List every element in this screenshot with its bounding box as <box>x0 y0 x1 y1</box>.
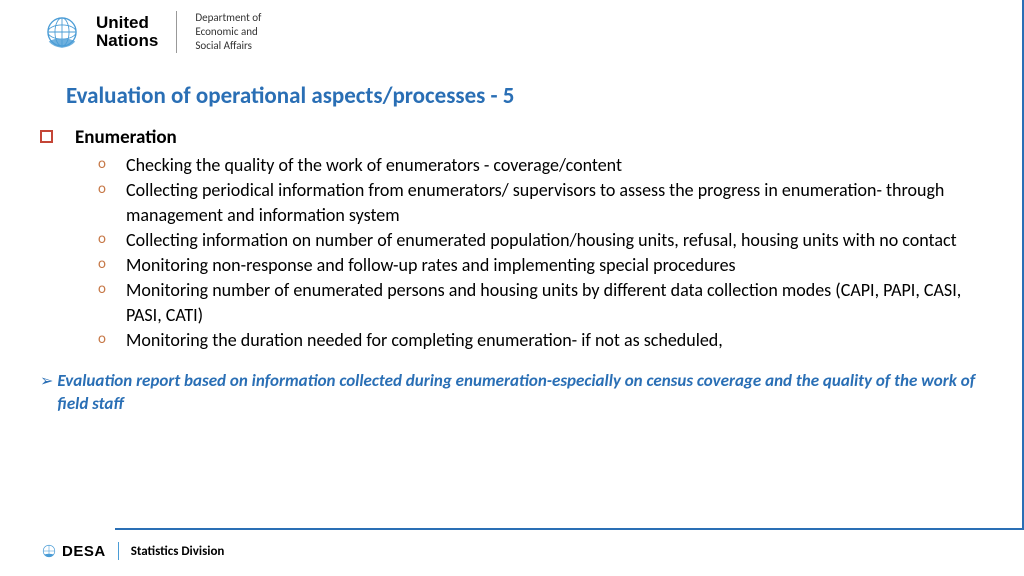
item-text: Monitoring the duration needed for compl… <box>126 328 723 352</box>
main-label: Enumeration <box>75 126 177 149</box>
list-item: o Monitoring the duration needed for com… <box>98 328 984 352</box>
arrow-bullet-icon: ➢ <box>40 371 53 391</box>
note-row: ➢ Evaluation report based on information… <box>40 370 984 416</box>
note-text: Evaluation report based on information c… <box>57 370 984 416</box>
circle-bullet-icon: o <box>98 230 110 248</box>
list-item: o Collecting periodical information from… <box>98 178 984 227</box>
item-text: Monitoring non-response and follow-up ra… <box>126 253 736 277</box>
slide-title: Evaluation of operational aspects/proces… <box>66 82 1024 110</box>
list-item: o Checking the quality of the work of en… <box>98 153 984 177</box>
department-name: Department of Economic and Social Affair… <box>195 11 261 54</box>
org-line2: Nations <box>96 32 158 50</box>
sub-list: o Checking the quality of the work of en… <box>98 153 984 352</box>
desa-label: DESA <box>62 543 106 560</box>
stats-division-label: Statistics Division <box>131 544 225 559</box>
item-text: Checking the quality of the work of enum… <box>126 153 622 177</box>
desa-emblem-icon <box>40 542 58 560</box>
dept-line1: Department of <box>195 11 261 25</box>
un-emblem-icon <box>40 10 84 54</box>
item-text: Collecting periodical information from e… <box>126 178 984 227</box>
circle-bullet-icon: o <box>98 180 110 198</box>
org-line1: United <box>96 14 158 32</box>
circle-bullet-icon: o <box>98 255 110 273</box>
header-divider <box>176 11 177 53</box>
circle-bullet-icon: o <box>98 330 110 348</box>
list-item: o Collecting information on number of en… <box>98 228 984 252</box>
list-item: o Monitoring non-response and follow-up … <box>98 253 984 277</box>
list-item: o Monitoring number of enumerated person… <box>98 278 984 327</box>
item-text: Monitoring number of enumerated persons … <box>126 278 984 327</box>
dept-line2: Economic and <box>195 25 261 39</box>
header: United Nations Department of Economic an… <box>0 0 1024 60</box>
circle-bullet-icon: o <box>98 155 110 173</box>
main-bullet-item: Enumeration <box>40 126 984 149</box>
square-bullet-icon <box>40 130 53 143</box>
org-name: United Nations <box>96 14 158 50</box>
circle-bullet-icon: o <box>98 280 110 298</box>
footer-divider <box>118 542 119 560</box>
dept-line3: Social Affairs <box>195 39 261 53</box>
footer: DESA Statistics Division <box>40 542 224 560</box>
content-area: Enumeration o Checking the quality of th… <box>0 126 1024 416</box>
bottom-border-line <box>115 528 1024 530</box>
item-text: Collecting information on number of enum… <box>126 228 957 252</box>
